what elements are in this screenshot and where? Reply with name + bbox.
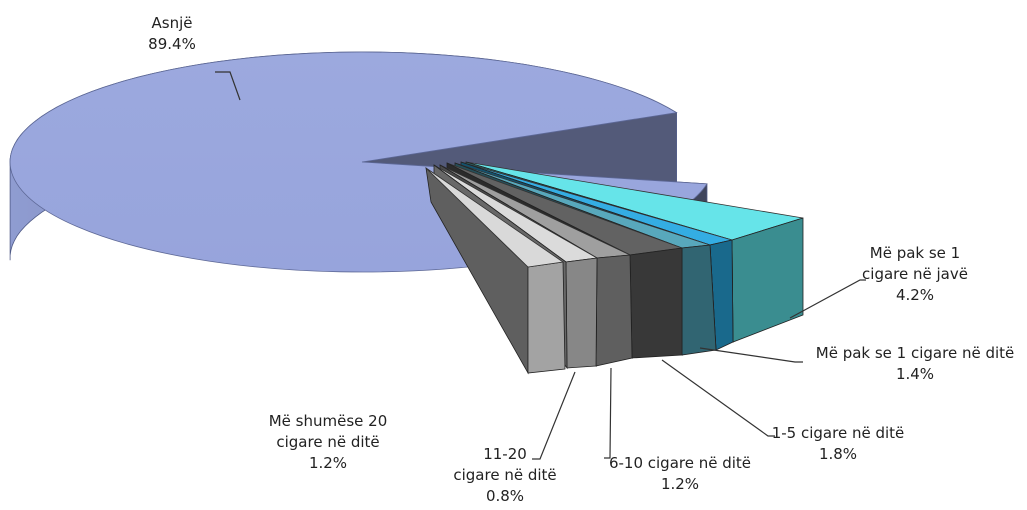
slice-front-5 xyxy=(595,254,633,367)
slice-front-1 xyxy=(731,217,804,343)
slice-value-1: 4.2% xyxy=(896,286,934,304)
leader-line-2 xyxy=(699,347,803,363)
slice-value-3: 1.8% xyxy=(819,445,857,463)
slice-label-5: 11-20 cigare në ditë 0.8% xyxy=(453,445,556,505)
slice-category-3: 1-5 cigare në ditë xyxy=(772,424,905,442)
slice-category-4: 6-10 cigare në ditë xyxy=(609,454,751,472)
slice-category-1: cigare në javë xyxy=(862,265,968,283)
slice-value-4: 1.2% xyxy=(661,475,699,493)
slice-category-2: Më pak se 1 cigare në ditë xyxy=(816,344,1015,362)
slice-label-4: 6-10 cigare në ditë 1.2% xyxy=(609,454,751,493)
slice-category-0: Asnjë xyxy=(152,14,193,32)
slice-value-6: 1.2% xyxy=(309,454,347,472)
slice-category-6: cigare në ditë xyxy=(276,433,379,451)
slice-value-2: 1.4% xyxy=(896,365,934,383)
slice-front-6 xyxy=(565,257,598,369)
slice-category-5: 11-20 xyxy=(483,445,527,463)
slice-category-1: Më pak se 1 xyxy=(870,244,960,262)
leader-line-4 xyxy=(604,367,612,459)
slice-value-0: 89.4% xyxy=(148,35,196,53)
slice-category-5: cigare në ditë xyxy=(453,466,556,484)
slice-label-0: Asnjë 89.4% xyxy=(148,14,196,53)
leader-line-1 xyxy=(789,279,866,319)
slice-label-3: 1-5 cigare në ditë 1.8% xyxy=(772,424,905,463)
leader-line-5 xyxy=(532,371,576,460)
slice-front-3 xyxy=(681,244,717,356)
slice-label-2: Më pak se 1 cigare në ditë 1.4% xyxy=(816,344,1015,383)
slice-category-6: Më shumëse 20 xyxy=(269,412,388,430)
slice-value-5: 0.8% xyxy=(486,487,524,505)
slice-front-6b xyxy=(527,261,566,374)
slice-label-1: Më pak se 1 cigare në javë 4.2% xyxy=(862,244,968,304)
slice-top-6b xyxy=(425,167,565,268)
leader-line-3 xyxy=(661,359,775,437)
leader-line-0 xyxy=(215,71,241,101)
slice-label-6: Më shumëse 20 cigare në ditë 1.2% xyxy=(269,412,388,472)
slice-front-4 xyxy=(629,247,683,359)
